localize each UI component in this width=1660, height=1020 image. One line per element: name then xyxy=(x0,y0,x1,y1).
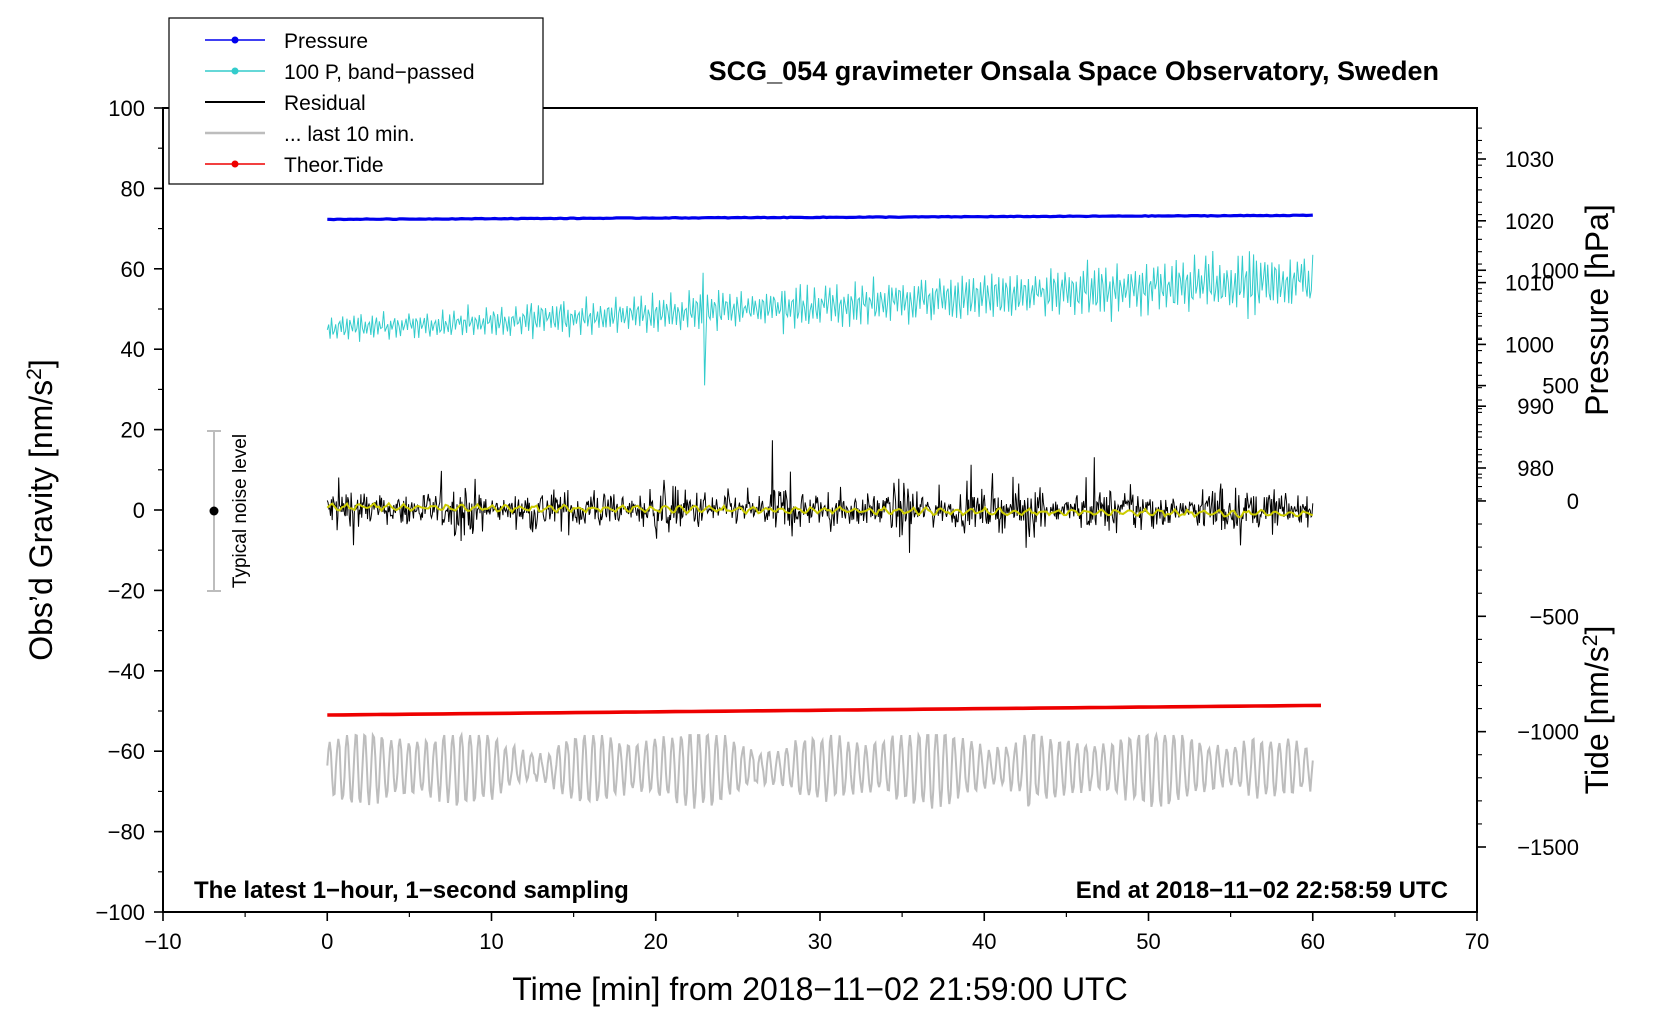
y-tick-label: 80 xyxy=(121,176,145,201)
pressure-line xyxy=(327,213,1313,222)
y-tick-label: 0 xyxy=(133,498,145,523)
x-tick-label: 10 xyxy=(479,929,503,954)
legend: Pressure 100 P, band−passed Residual ...… xyxy=(168,17,544,185)
y-axis-title-end: ] xyxy=(23,359,59,368)
tide-tick-label: 1000 xyxy=(1530,258,1579,283)
bandpassed-line xyxy=(326,250,1314,386)
legend-marker-bandpassed xyxy=(231,67,239,75)
tide-axis-title-main: Tide [nm/s xyxy=(1579,646,1615,794)
legend-item-pressure: Pressure xyxy=(205,30,368,53)
y-axis-title-sup: 2 xyxy=(23,368,46,380)
tide-tick-label: −500 xyxy=(1529,604,1579,629)
x-tick-label: 70 xyxy=(1465,929,1489,954)
x-tick-label: 20 xyxy=(644,929,668,954)
pressure-tick-label: 1030 xyxy=(1505,147,1554,172)
noise-bar: Typical noise level xyxy=(207,430,251,592)
legend-label-last10: ... last 10 min. xyxy=(284,123,415,146)
legend-label-pressure: Pressure xyxy=(284,30,368,53)
tide-axis-title: Tide [nm/s2] xyxy=(1579,626,1616,795)
y-tick-label: 60 xyxy=(121,257,145,282)
legend-item-last10: ... last 10 min. xyxy=(205,123,415,146)
y-tick-label: −100 xyxy=(95,900,145,925)
tide-tick-label: 500 xyxy=(1542,374,1579,399)
legend-label-bandpassed: 100 P, band−passed xyxy=(284,61,475,84)
tide-tick-label: −1500 xyxy=(1517,835,1579,860)
x-tick-label: 40 xyxy=(972,929,996,954)
y-axis-title-main: Obs’d Gravity [nm/s xyxy=(23,380,59,661)
legend-label-residual: Residual xyxy=(284,92,366,115)
pressure-tick-label: 990 xyxy=(1517,394,1554,419)
legend-item-bandpassed: 100 P, band−passed xyxy=(205,61,475,84)
y-tick-label: −40 xyxy=(108,659,145,684)
residual-line xyxy=(326,440,1314,553)
pressure-tick-label: 980 xyxy=(1517,456,1554,481)
legend-marker-pressure xyxy=(231,36,239,44)
legend-item-tide: Theor.Tide xyxy=(205,154,384,177)
x-tick-label: 60 xyxy=(1301,929,1325,954)
residual-smoothed-line xyxy=(326,501,1314,519)
x-tick-label: 0 xyxy=(321,929,333,954)
y-tick-label: 100 xyxy=(108,96,145,121)
legend-item-residual: Residual xyxy=(205,92,366,115)
note-left: The latest 1−hour, 1−second sampling xyxy=(194,877,629,904)
x-axis-title: Time [min] from 2018−11−02 21:59:00 UTC xyxy=(512,971,1127,1007)
y-tick-label: 20 xyxy=(121,418,145,443)
y-tick-label: −60 xyxy=(108,739,145,764)
pressure-tick-label: 1000 xyxy=(1505,332,1554,357)
series-layer xyxy=(326,213,1322,809)
noise-bar-dot xyxy=(209,506,219,516)
x-tick-label: 50 xyxy=(1136,929,1160,954)
y-tick-label: −20 xyxy=(108,578,145,603)
x-tick-label: 30 xyxy=(808,929,832,954)
noise-bar-label: Typical noise level xyxy=(230,434,251,588)
y-tick-label: −80 xyxy=(108,820,145,845)
chart-title: SCG_054 gravimeter Onsala Space Observat… xyxy=(709,56,1439,86)
pressure-tick-label: 1020 xyxy=(1505,209,1554,234)
tide-tick-label: 0 xyxy=(1567,489,1579,514)
note-right: End at 2018−11−02 22:58:59 UTC xyxy=(1076,877,1448,904)
x-tick-label: −10 xyxy=(144,929,181,954)
pressure-tick-label: 1010 xyxy=(1505,271,1554,296)
tide-line xyxy=(327,703,1322,717)
axes-layer: −10 0 10 20 30 40 50 60 70100806040200−20−40−60−… xyxy=(95,96,1579,954)
pressure-axis-title: Pressure [hPa] xyxy=(1579,204,1615,416)
y-axis-title: Obs’d Gravity [nm/s2] xyxy=(23,359,60,661)
legend-marker-tide xyxy=(231,160,239,168)
y-tick-label: 40 xyxy=(121,337,145,362)
legend-label-tide: Theor.Tide xyxy=(284,154,384,177)
last10-line xyxy=(326,731,1314,809)
tide-tick-label: −1000 xyxy=(1517,720,1579,745)
tide-axis-title-sup: 2 xyxy=(1579,635,1602,647)
tide-axis-title-end: ] xyxy=(1579,626,1615,635)
